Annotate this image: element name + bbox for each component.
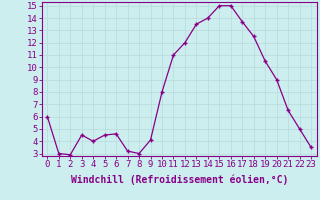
X-axis label: Windchill (Refroidissement éolien,°C): Windchill (Refroidissement éolien,°C) [70, 175, 288, 185]
